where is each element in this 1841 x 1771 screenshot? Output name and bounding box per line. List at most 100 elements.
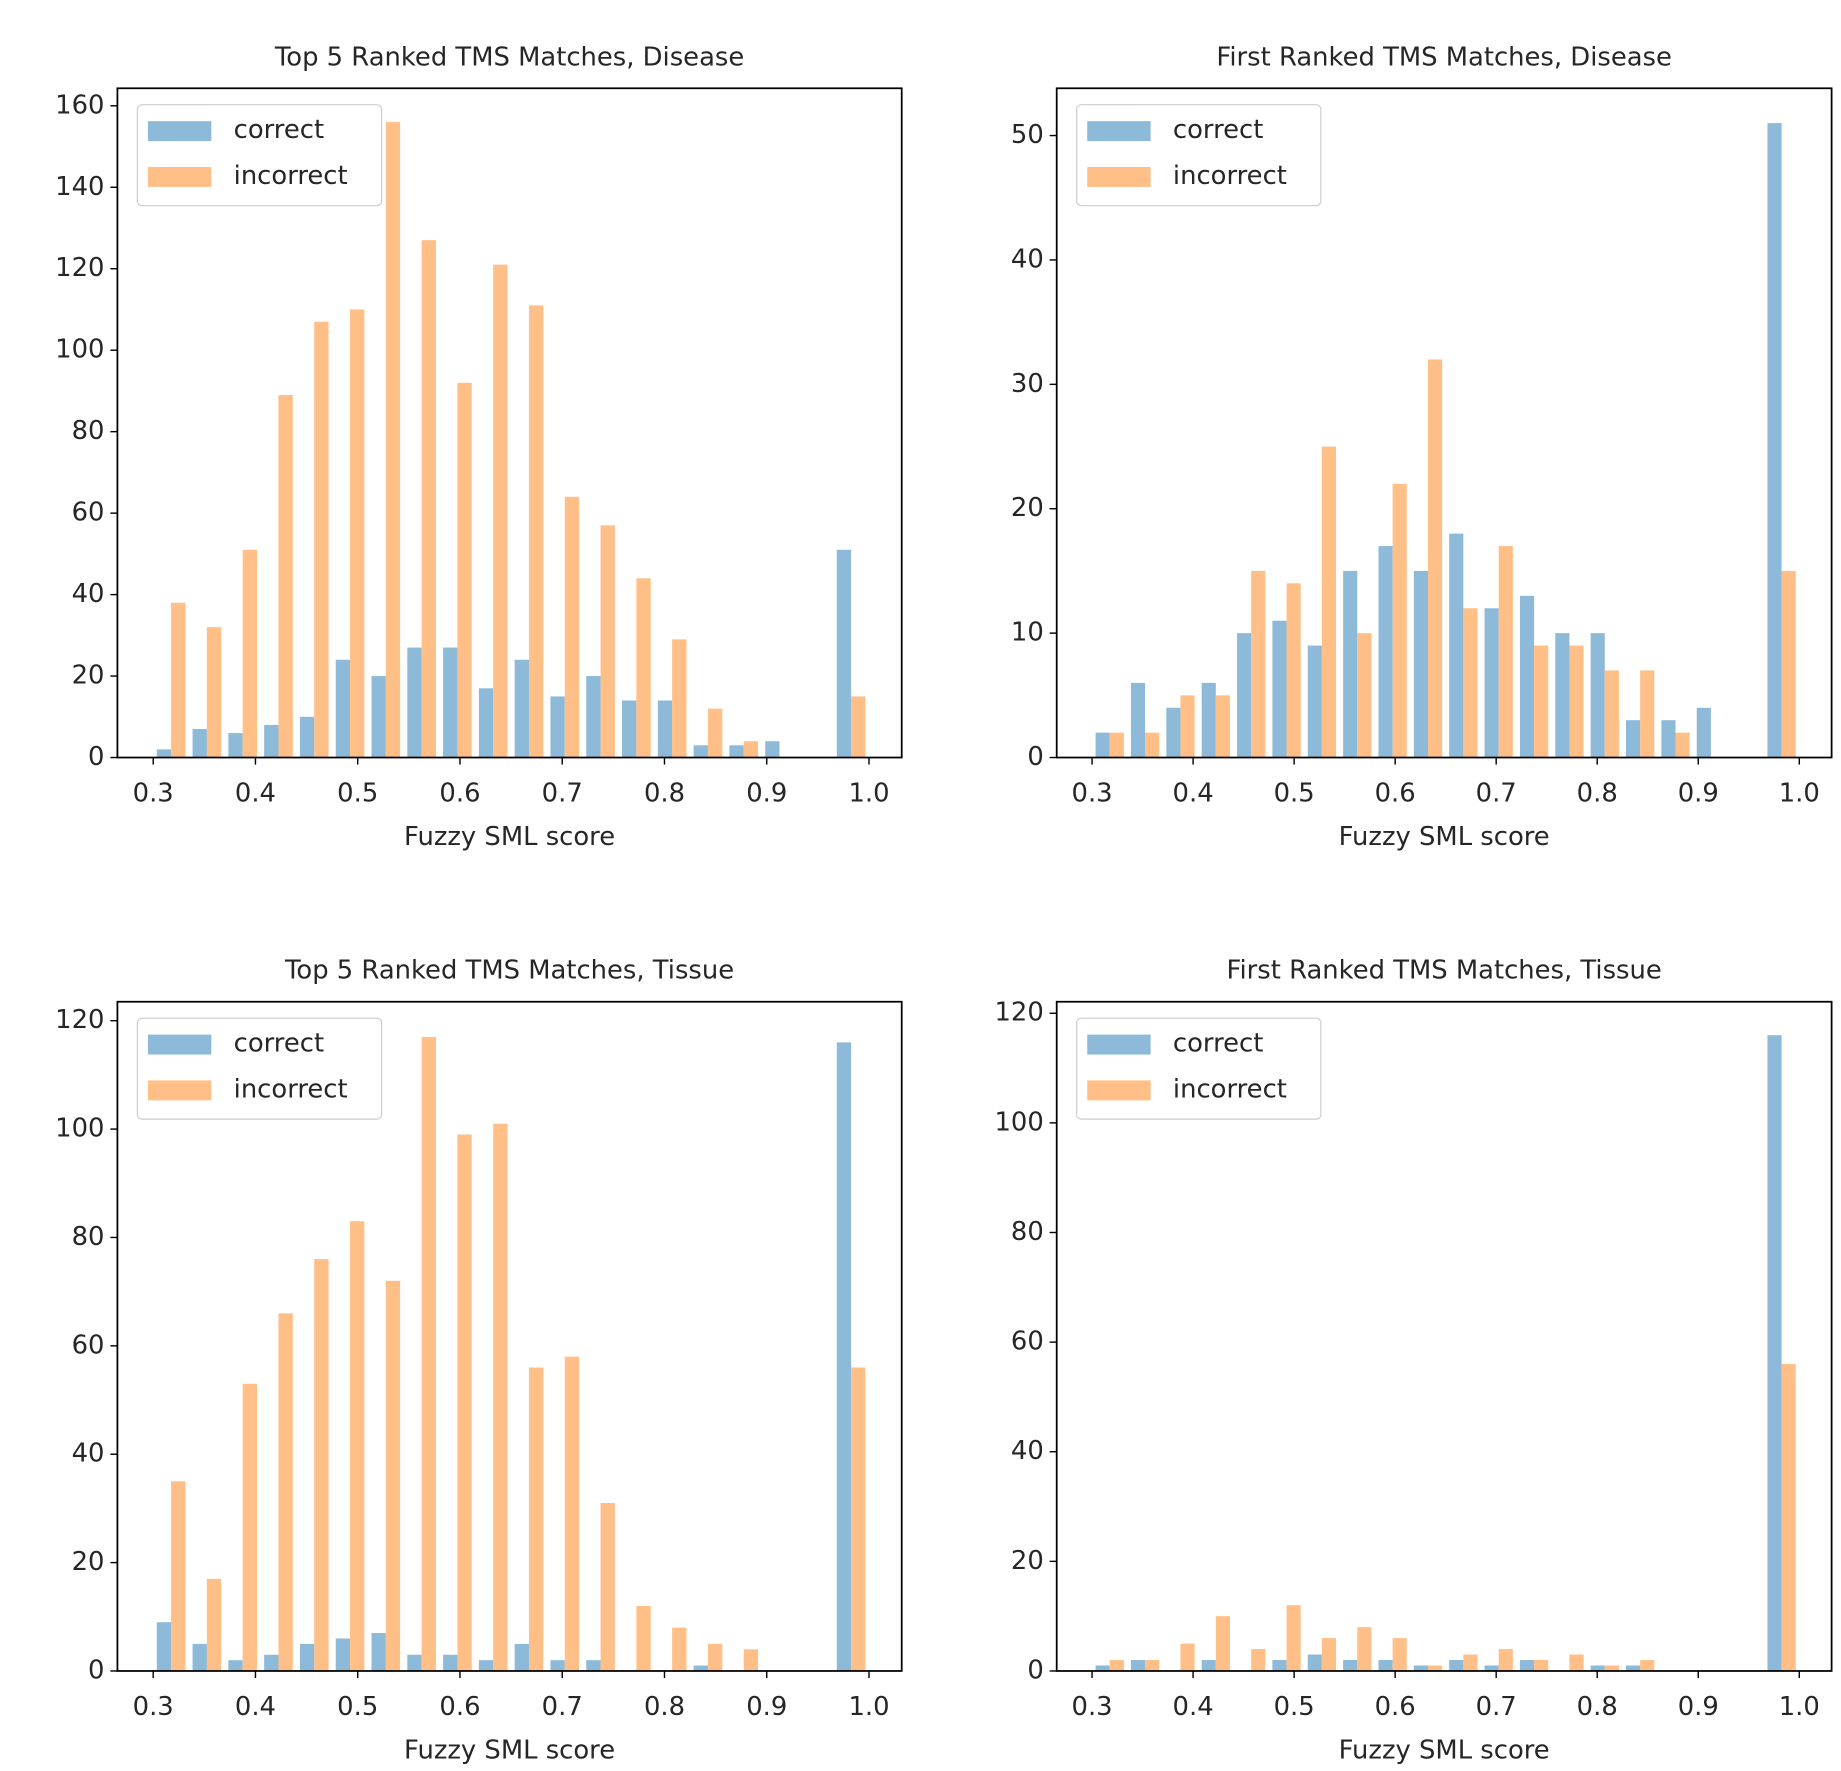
bar [278,1313,293,1671]
legend-swatch [1087,1034,1151,1055]
bar [443,1654,458,1671]
bar [1307,645,1322,758]
x-tick-label: 1.0 [848,778,889,808]
bar [564,1356,580,1671]
bar [1095,1665,1110,1671]
x-tick-label: 0.6 [1375,1692,1416,1722]
bar [1781,1364,1796,1671]
y-tick-label: 140 [55,172,104,202]
bar [1343,1660,1358,1671]
bar [586,1660,601,1671]
bar [1130,682,1146,758]
y-tick-label: 0 [88,1655,104,1685]
bar [1640,670,1655,758]
bar [528,1367,544,1671]
bar [1463,608,1478,758]
bar [1272,620,1287,758]
y-tick-label: 20 [72,661,105,691]
x-tick-label: 0.6 [439,778,480,808]
bar [407,1654,422,1671]
bar [156,749,172,758]
bar [636,578,651,758]
bar [385,122,401,758]
bar [836,549,852,758]
bar [1392,1638,1407,1671]
bar [1130,1660,1146,1671]
legend-swatch [1087,1080,1151,1101]
bar [1484,1665,1499,1671]
bar [1626,720,1641,758]
bar [1237,633,1252,758]
bar [564,496,580,758]
bar [1180,695,1195,758]
y-tick-label: 20 [1011,1546,1044,1576]
bar [1484,608,1499,758]
bar [407,647,422,758]
y-tick-label: 120 [994,998,1043,1028]
bar [550,1660,565,1671]
x-tick-label: 0.4 [235,778,276,808]
y-tick-label: 40 [72,579,105,609]
x-tick-label: 0.8 [644,778,685,808]
x-tick-label: 0.3 [133,1692,174,1722]
y-tick-label: 0 [88,742,104,772]
legend-label: incorrect [1173,161,1287,191]
x-tick-label: 0.3 [1072,1692,1113,1722]
bar [1427,1665,1443,1671]
x-tick-label: 0.8 [1577,1692,1618,1722]
bar [278,394,293,758]
legend-swatch [147,1080,212,1101]
bar [1357,1627,1372,1671]
bar [600,525,615,758]
bar [550,696,565,758]
x-tick-label: 0.7 [1476,778,1517,808]
y-tick-label: 120 [55,253,104,283]
chart-title: First Ranked TMS Matches, Disease [1216,42,1671,72]
y-tick-label: 80 [1011,1217,1044,1247]
bar [636,1605,651,1671]
bar [729,745,744,758]
bar [264,1654,279,1671]
bar [1321,446,1337,758]
bar [1109,732,1124,758]
bar [1498,1649,1513,1671]
x-tick-label: 0.8 [1577,778,1618,808]
x-tick-label: 0.4 [1173,778,1214,808]
x-tick-label: 0.4 [235,1692,276,1722]
x-tick-label: 0.3 [1072,778,1113,808]
bar [457,1134,472,1671]
bar [192,729,207,758]
y-tick-label: 40 [72,1439,105,1469]
bar [371,676,386,758]
bar [350,1221,365,1671]
bar [851,696,866,758]
bar [242,1383,257,1671]
y-tick-label: 30 [1011,369,1044,399]
x-tick-label: 0.6 [1375,778,1416,808]
x-tick-label: 0.3 [133,778,174,808]
bar [707,708,723,758]
bar [600,1502,615,1671]
bar [385,1280,401,1671]
legend-label: correct [234,1029,324,1059]
bar [1392,483,1407,758]
x-tick-label: 1.0 [1779,1692,1820,1722]
bar [1534,645,1549,758]
bar [1321,1638,1337,1671]
x-tick-label: 0.9 [1678,1692,1719,1722]
bar [335,1638,351,1671]
bar [1201,682,1216,758]
bar [314,1259,329,1671]
axes-frame [1055,1000,1833,1672]
x-tick-label: 1.0 [848,1692,889,1722]
bar [1109,1660,1124,1671]
bar [1590,633,1605,758]
bar [672,1627,687,1671]
bar [1767,1035,1782,1671]
x-tick-label: 0.6 [439,1692,480,1722]
bar [1661,720,1676,758]
y-tick-label: 40 [1011,244,1044,274]
bar [1378,546,1393,758]
x-tick-label: 0.4 [1173,1692,1214,1722]
bar [206,1578,222,1671]
